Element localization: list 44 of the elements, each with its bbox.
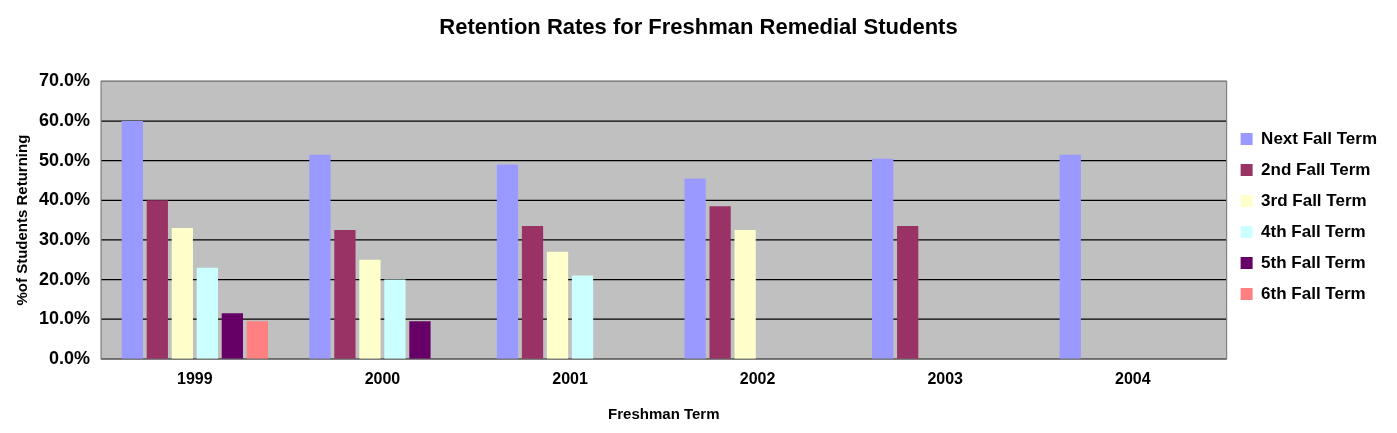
chart-title: Retention Rates for Freshman Remedial Students <box>439 14 958 40</box>
x-tick-label: 2000 <box>364 369 401 387</box>
y-tick-label: 20.0% <box>38 268 91 289</box>
bar <box>684 178 706 359</box>
bar <box>409 321 431 359</box>
y-tick-label: 40.0% <box>38 189 91 210</box>
bar <box>121 121 143 359</box>
legend-label: 3rd Fall Term <box>1261 190 1367 210</box>
bar <box>334 230 356 359</box>
bar <box>734 230 756 359</box>
legend-label: Next Fall Term <box>1261 128 1377 148</box>
y-tick-label: 70.0% <box>38 70 91 91</box>
bar <box>1059 154 1081 359</box>
bar <box>146 200 168 359</box>
bar <box>709 206 731 359</box>
y-tick-label: 50.0% <box>38 149 91 170</box>
legend-label: 5th Fall Term <box>1261 252 1366 272</box>
x-tick-label: 2004 <box>1115 369 1151 387</box>
y-tick-label: 0.0% <box>49 347 91 368</box>
bar <box>384 279 406 359</box>
bar <box>246 321 268 359</box>
legend-label: 2nd Fall Term <box>1261 159 1371 179</box>
x-axis-title: Freshman Term <box>608 405 720 423</box>
bar <box>872 158 894 359</box>
legend-label: 6th Fall Term <box>1261 283 1366 303</box>
y-axis-title: %of Students Returning <box>13 134 31 306</box>
bar <box>897 226 919 359</box>
x-tick-label: 2002 <box>739 369 776 387</box>
bar <box>496 164 519 359</box>
y-tick-label: 10.0% <box>38 308 91 329</box>
bar <box>546 251 569 359</box>
bar <box>521 226 544 359</box>
bar <box>221 313 243 359</box>
bar <box>196 267 218 359</box>
x-tick-label: 2001 <box>552 369 588 387</box>
x-tick-label: 2003 <box>927 369 964 387</box>
x-tick-label: 1999 <box>177 369 213 387</box>
y-tick-label: 30.0% <box>38 228 91 249</box>
y-tick-label: 60.0% <box>38 110 91 130</box>
bar <box>359 259 381 359</box>
legend-label: 4th Fall Term <box>1261 221 1366 241</box>
bar <box>571 275 594 359</box>
bar <box>171 228 193 359</box>
bar <box>309 154 331 359</box>
